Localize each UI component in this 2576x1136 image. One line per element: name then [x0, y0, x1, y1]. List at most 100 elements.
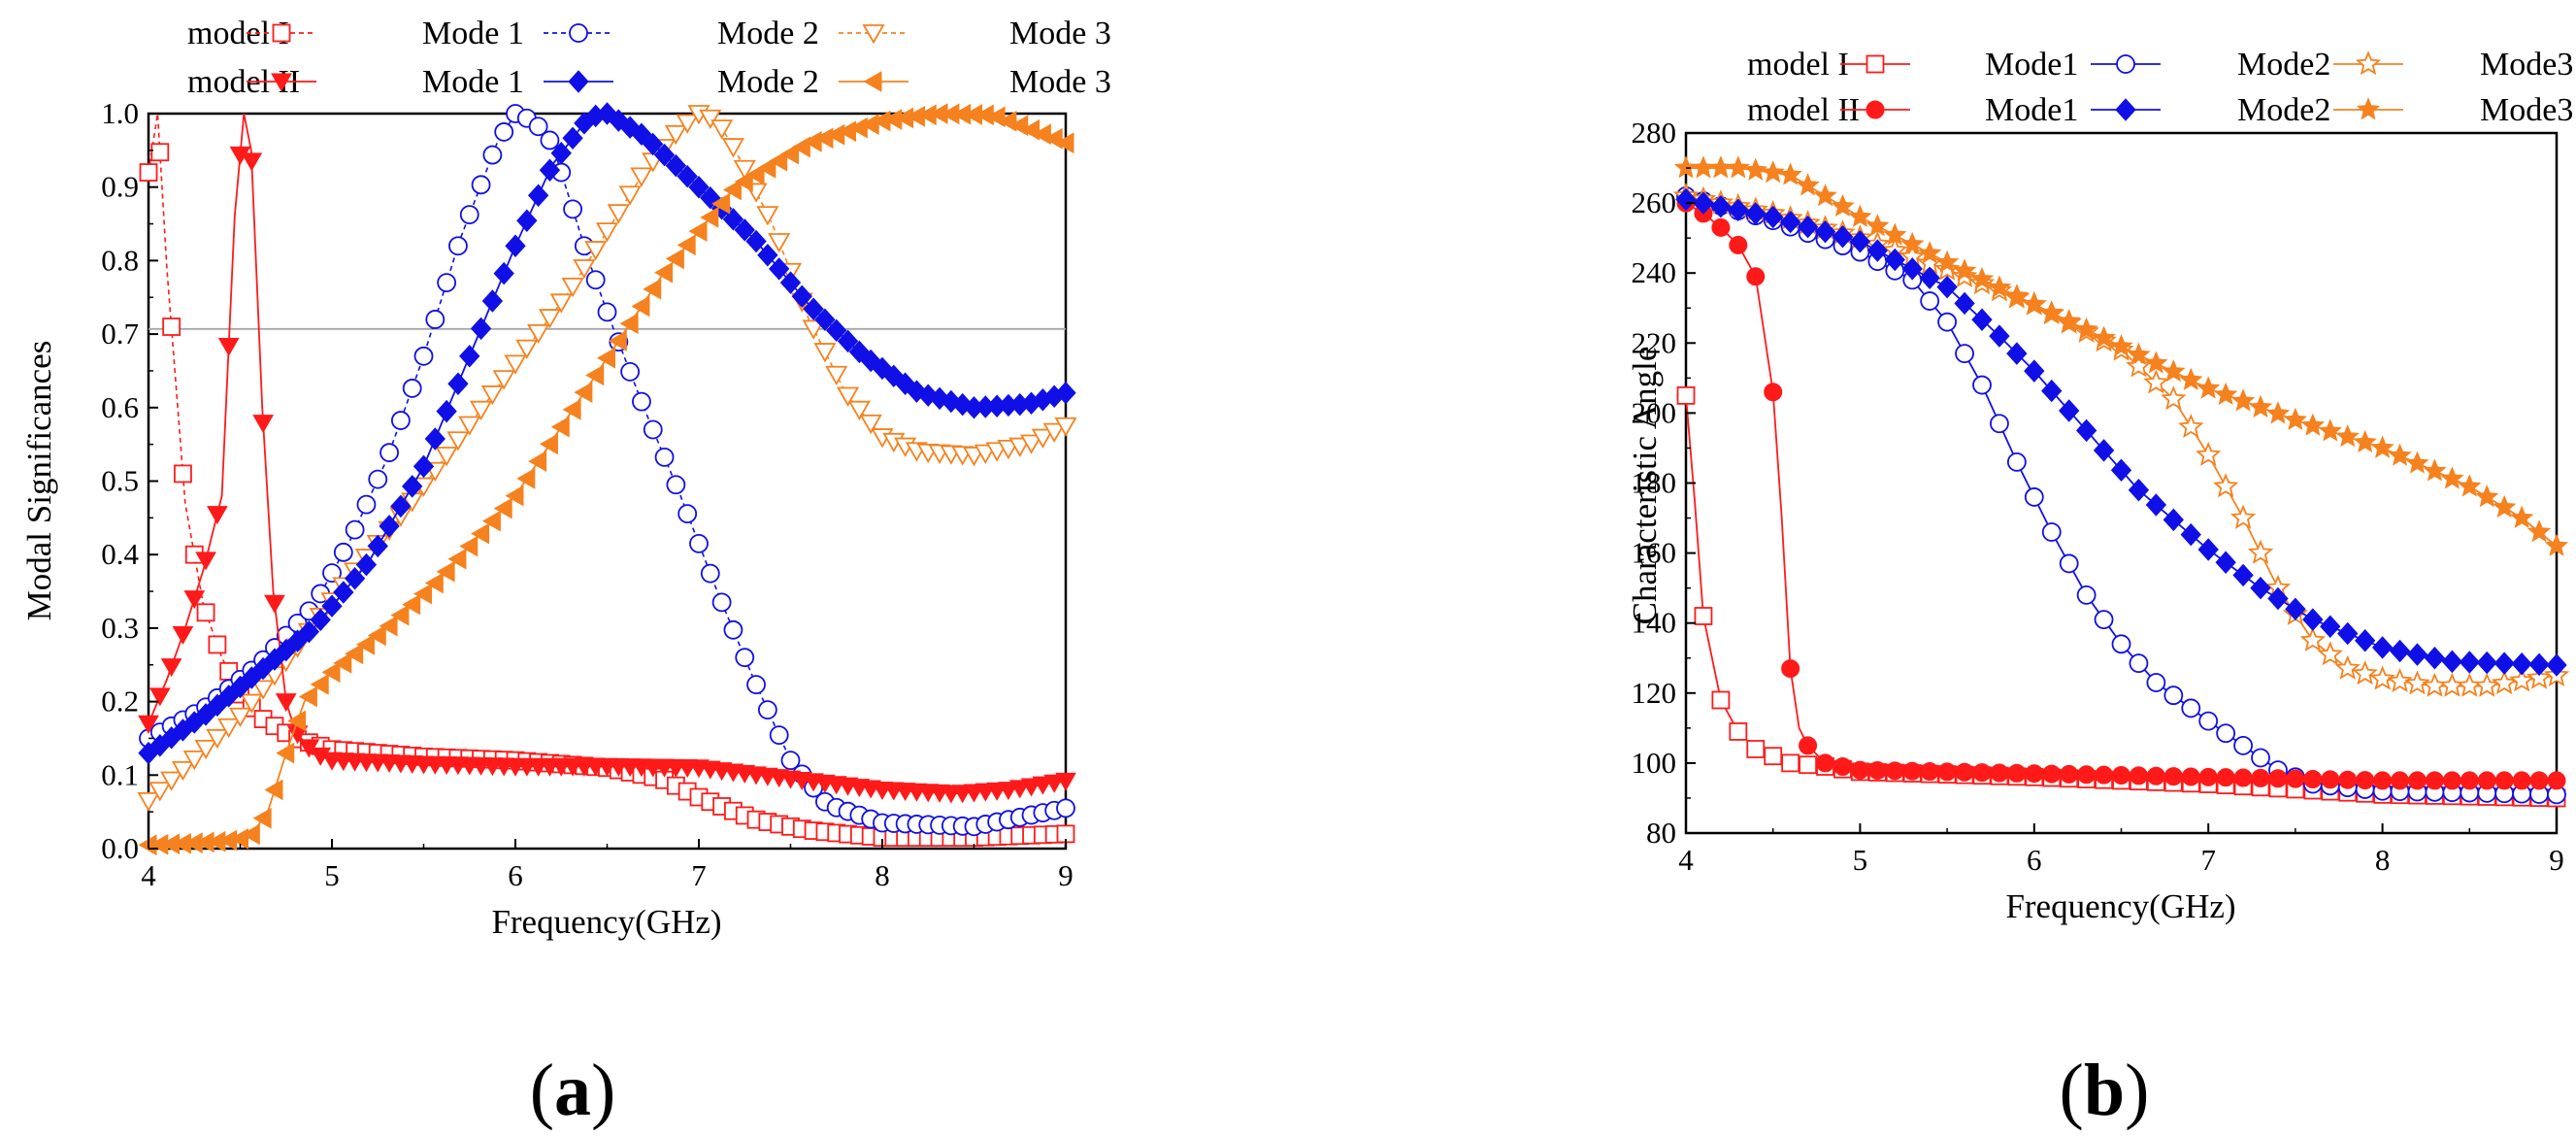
data-point-marker [298, 619, 320, 644]
data-point-marker [689, 533, 709, 553]
data-point-marker [1955, 762, 1974, 782]
b-legend-swatch-marker [2356, 97, 2381, 120]
b-y-tick-label: 220 [1632, 325, 1677, 359]
data-point-marker [1952, 258, 1977, 282]
a-series-model-ii-mode3 [138, 103, 1074, 856]
a-y-tick-label: 0.3 [101, 611, 139, 645]
data-point-marker [2092, 325, 2116, 349]
data-point-marker [1711, 690, 1731, 710]
data-point-marker [298, 685, 317, 708]
data-point-marker [2232, 563, 2254, 587]
data-point-marker [700, 207, 719, 228]
data-point-marker [355, 552, 378, 577]
data-point-marker [139, 163, 158, 182]
data-point-marker [528, 451, 547, 473]
data-point-marker [2215, 551, 2236, 574]
data-point-marker [447, 548, 467, 570]
data-point-marker [2508, 667, 2535, 692]
data-point-marker [2387, 667, 2413, 692]
panel-a-x-axis-title: Frequency(GHz) [491, 903, 721, 941]
data-point-marker [2475, 484, 2499, 508]
a-x-tick-label: 8 [875, 858, 890, 892]
panel-a-series-group [137, 102, 1077, 856]
data-point-marker [2474, 672, 2500, 697]
data-point-marker [241, 823, 260, 846]
data-point-marker [666, 475, 686, 495]
data-point-marker [505, 484, 524, 507]
data-point-marker [217, 718, 241, 739]
series-line [148, 113, 1067, 839]
data-point-marker [2074, 317, 2098, 340]
data-point-marker [2439, 672, 2465, 697]
data-point-marker [2251, 768, 2270, 787]
a-y-tick-label: 0.4 [101, 537, 139, 571]
a-series-model-ii-mode2 [138, 102, 1076, 765]
data-point-marker [619, 313, 639, 335]
data-point-marker [1020, 434, 1043, 454]
data-point-marker [436, 399, 457, 423]
data-point-marker [2442, 771, 2461, 790]
b-series-model-ii-mode1 [1676, 193, 2566, 790]
data-point-marker [2094, 610, 2114, 629]
data-point-marker [2076, 585, 2097, 605]
data-point-marker [2334, 654, 2361, 680]
data-point-marker [710, 119, 734, 140]
data-point-marker [2025, 764, 2044, 784]
data-point-marker [137, 791, 160, 813]
data-point-marker [2529, 771, 2549, 790]
data-point-marker [538, 309, 561, 329]
data-point-marker [2229, 504, 2257, 529]
data-point-marker [2146, 673, 2166, 692]
data-point-marker [1031, 428, 1054, 449]
data-point-marker [688, 175, 710, 199]
data-point-marker [1902, 761, 1922, 781]
data-point-marker [367, 534, 388, 558]
data-point-marker [1972, 375, 1992, 395]
data-point-marker [505, 234, 526, 258]
data-point-marker [527, 184, 549, 207]
data-point-marker [2354, 628, 2376, 652]
data-point-marker [2373, 771, 2393, 790]
data-point-marker [813, 343, 837, 363]
data-point-marker [803, 297, 824, 320]
data-point-marker [632, 391, 651, 412]
data-point-marker [859, 414, 882, 435]
data-point-marker [769, 150, 788, 172]
data-point-marker [162, 317, 182, 336]
panel-b-label: (b) [2060, 1050, 2150, 1131]
data-point-marker [826, 318, 847, 343]
data-point-marker [2161, 385, 2187, 411]
b-legend-entry-label: Mode2 [2237, 92, 2330, 128]
data-point-marker [2440, 466, 2464, 489]
data-point-marker [2457, 672, 2483, 697]
data-point-marker [1883, 222, 1907, 246]
data-point-marker [2059, 553, 2079, 574]
data-point-marker [2476, 651, 2497, 675]
b-x-tick-label: 6 [2027, 843, 2042, 877]
data-point-marker [2146, 766, 2165, 785]
panel-a-y-axis-title: Modal Significances [20, 341, 58, 621]
a-x-tick-label: 6 [508, 858, 523, 892]
data-point-marker [345, 643, 364, 665]
data-point-marker [425, 310, 446, 329]
data-point-marker [2459, 651, 2480, 674]
data-point-marker [1831, 193, 1855, 217]
data-point-marker [2404, 670, 2430, 695]
data-point-marker [1987, 275, 2012, 298]
a-series-model-i-mode3 [137, 105, 1077, 813]
data-point-marker [550, 416, 570, 438]
panel-b-y-ticks: 80 100 120 140 160 180 200 220 240 260 280 [1632, 116, 1696, 850]
data-point-marker [676, 114, 699, 134]
a-y-tick-label: 0.1 [101, 757, 139, 791]
b-y-tick-label: 200 [1632, 395, 1677, 429]
panel-a-label: (a) [530, 1050, 616, 1131]
data-point-marker [494, 122, 514, 142]
data-point-marker [1008, 437, 1032, 457]
data-point-marker [2233, 735, 2253, 755]
data-point-marker [1813, 184, 1837, 207]
panel-a-x-ticks: 4 5 6 7 8 9 [141, 839, 1073, 892]
data-point-marker [1866, 214, 1890, 237]
data-point-marker [539, 158, 561, 182]
data-point-marker [2494, 771, 2514, 790]
data-point-marker [2181, 698, 2201, 718]
